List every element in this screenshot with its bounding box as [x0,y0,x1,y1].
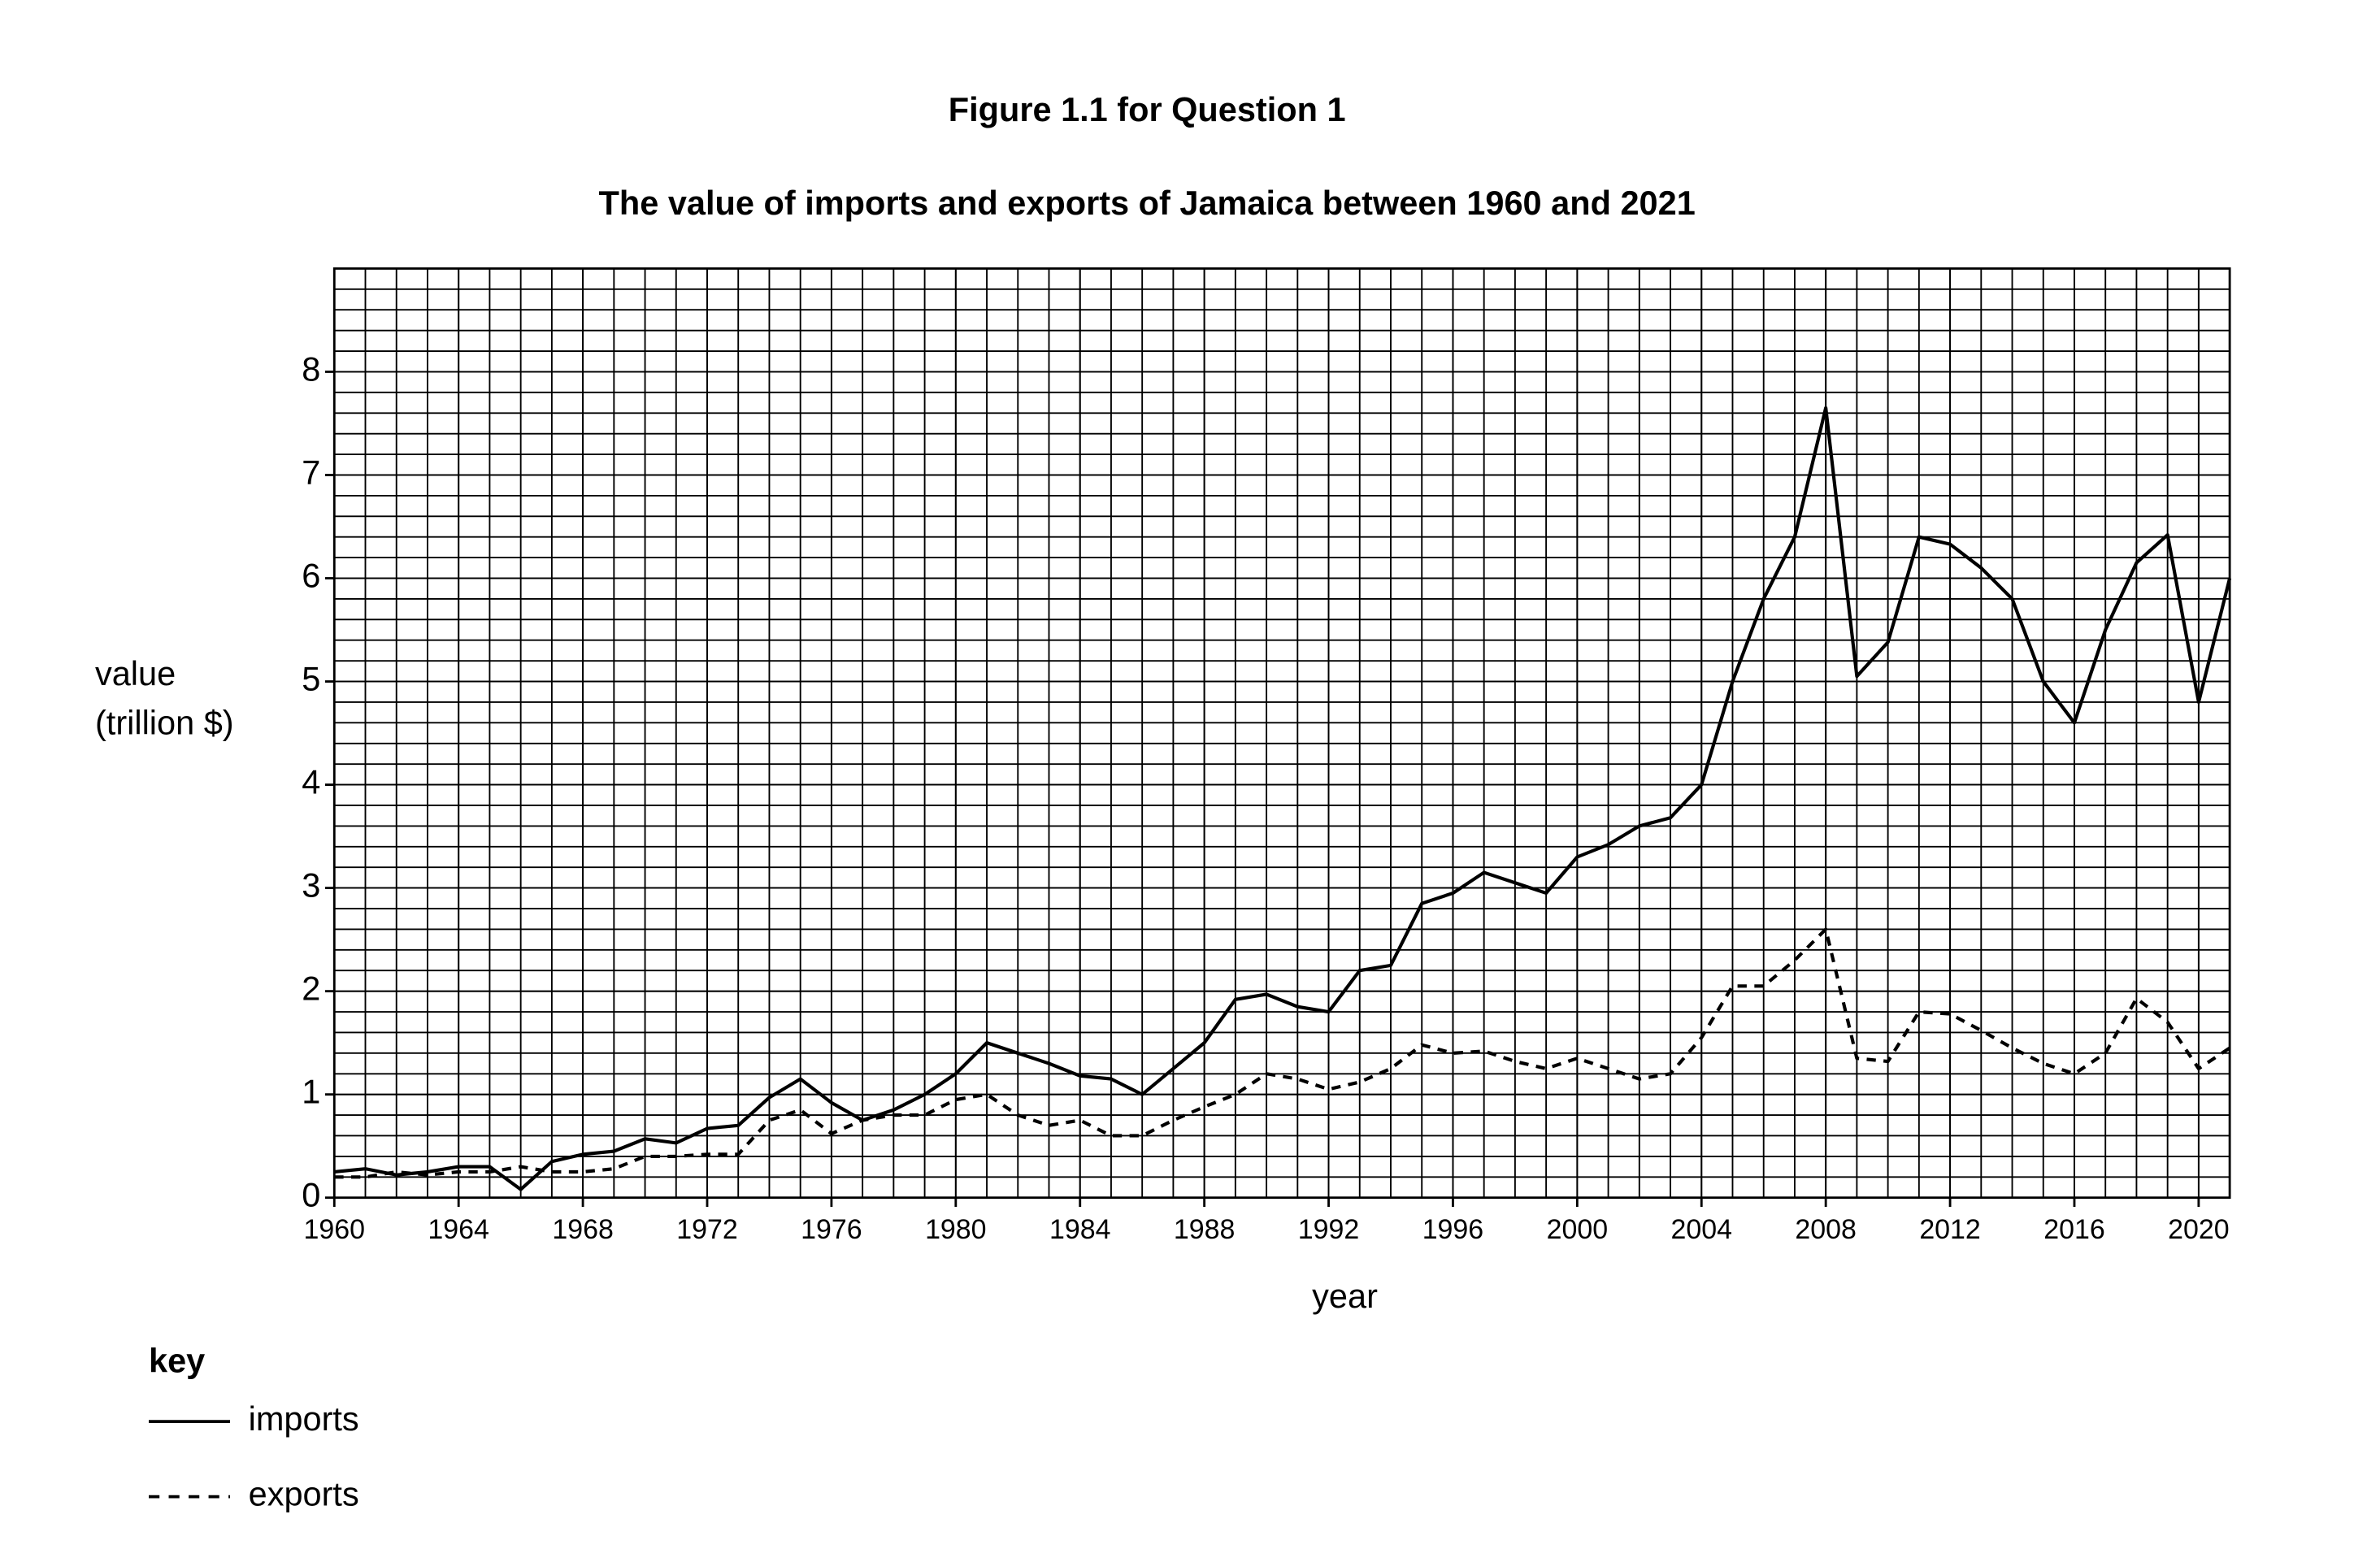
legend-title: key [149,1341,205,1379]
x-tick-label: 1960 [304,1214,365,1245]
chart-title: Figure 1.1 for Question 1 [949,90,1346,128]
plot-frame [332,267,2231,1200]
x-tick-label: 1976 [801,1214,862,1245]
y-tick-label: 4 [302,763,320,801]
y-tick-label: 0 [302,1176,320,1214]
x-tick-label: 1984 [1049,1214,1110,1245]
y-tick-label: 6 [302,556,320,594]
y-tick-label: 2 [302,970,320,1008]
chart-subtitle: The value of imports and exports of Jama… [599,184,1696,222]
x-tick-label: 1988 [1174,1214,1236,1245]
x-tick-label: 1996 [1422,1214,1484,1245]
y-tick-label: 7 [302,453,320,491]
x-tick-label: 1972 [676,1214,738,1245]
y-axis-label: (trillion $) [95,704,234,742]
y-tick-label: 1 [302,1073,320,1111]
y-axis-label: value [95,654,176,692]
x-tick-label: 2004 [1671,1214,1733,1245]
x-tick-label: 2016 [2043,1214,2105,1245]
y-tick-label: 5 [302,660,320,698]
legend-label: imports [249,1399,359,1438]
y-tick-label: 8 [302,349,320,388]
x-tick-label: 2012 [1919,1214,1981,1245]
y-tick-label: 3 [302,866,320,905]
x-tick-label: 2000 [1547,1214,1609,1245]
x-tick-label: 1964 [428,1214,489,1245]
x-tick-label: 1992 [1298,1214,1360,1245]
x-tick-label: 2020 [2168,1214,2230,1245]
data-line [334,927,2231,1179]
data-line [334,406,2232,1191]
x-tick-label: 1980 [925,1214,986,1245]
x-tick-label: 1968 [552,1214,614,1245]
legend-label: exports [249,1475,359,1513]
x-axis-label: year [1312,1277,1378,1315]
x-tick-label: 2008 [1795,1214,1857,1245]
